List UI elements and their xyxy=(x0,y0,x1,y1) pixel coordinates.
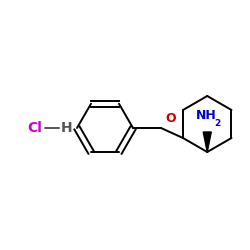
Text: 2: 2 xyxy=(214,119,220,128)
Text: Cl: Cl xyxy=(28,121,42,135)
Text: NH: NH xyxy=(196,109,216,122)
Polygon shape xyxy=(203,132,211,152)
Text: H: H xyxy=(61,121,73,135)
Text: O: O xyxy=(166,112,176,125)
